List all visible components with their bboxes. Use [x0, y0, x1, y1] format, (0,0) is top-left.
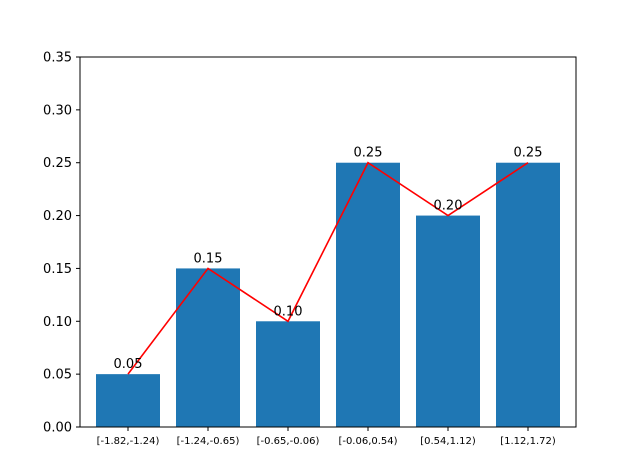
y-tick-label: 0.05: [43, 368, 72, 383]
bar-value-label: 0.25: [514, 146, 543, 161]
bar-labels-group: 0.05 0.15 0.10 0.25 0.20 0.25: [114, 146, 543, 372]
y-tick-label: 0.00: [43, 421, 72, 436]
y-tick-label: 0.15: [43, 262, 72, 277]
bar-value-label: 0.20: [434, 199, 463, 214]
y-tick-label: 0.35: [43, 51, 72, 66]
x-tick-label: [-0.65,-0.06): [257, 436, 320, 447]
bar-value-label: 0.05: [114, 357, 143, 372]
bar-value-label: 0.10: [274, 304, 303, 319]
bar-1: [176, 268, 240, 427]
bar-5: [496, 162, 560, 427]
bar-2: [256, 321, 320, 427]
bar-value-label: 0.25: [354, 146, 383, 161]
y-tick-label: 0.25: [43, 156, 72, 171]
bar-3: [336, 162, 400, 427]
bars-group: [96, 162, 560, 427]
y-axis: 0.00 0.05 0.10 0.15 0.20 0.25 0.30 0.35: [43, 51, 80, 436]
overlay-line-group: [127, 161, 529, 375]
x-tick-label: [-1.24,-0.65): [177, 436, 240, 447]
plot-frame: [79, 56, 577, 428]
overlay-line: [127, 161, 529, 375]
bar-4: [416, 215, 480, 427]
y-tick-label: 0.20: [43, 209, 72, 224]
y-tick-label: 0.30: [43, 103, 72, 118]
x-tick-label: [-1.82,-1.24): [97, 436, 160, 447]
bar-value-label: 0.15: [194, 251, 223, 266]
x-axis: [-1.82,-1.24) [-1.24,-0.65) [-0.65,-0.06) […: [97, 427, 556, 447]
x-tick-label: [0.54,1.12): [420, 436, 476, 447]
x-tick-label: [1.12,1.72): [500, 436, 556, 447]
x-tick-label: [-0.06,0.54): [338, 436, 397, 447]
bar-0: [96, 374, 160, 427]
y-tick-label: 0.10: [43, 315, 72, 330]
